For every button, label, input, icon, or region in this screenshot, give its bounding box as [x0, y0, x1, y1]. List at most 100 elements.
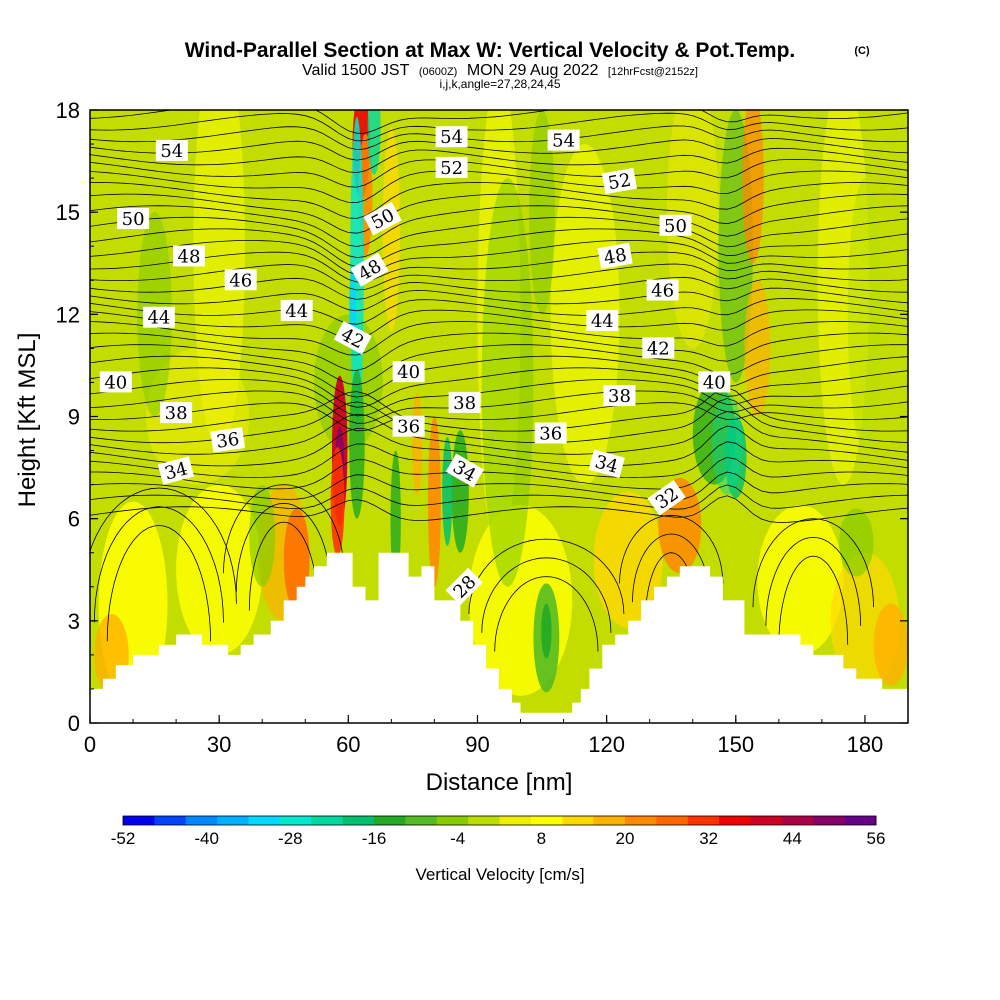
colorbar-swatch — [217, 816, 249, 825]
contour-label-box — [588, 449, 625, 479]
theta-contour-line — [90, 170, 908, 204]
velocity-cell — [427, 416, 441, 587]
contour-label-text: 40 — [397, 362, 420, 383]
contour-label-box — [117, 208, 150, 229]
theta-contour-line — [90, 471, 908, 501]
contour-label: 50 — [659, 214, 692, 237]
colorbar-frame — [122, 815, 877, 826]
velocity-cell — [541, 603, 552, 659]
x-tick-label: 150 — [717, 732, 754, 757]
contour-label-text: 50 — [664, 216, 687, 237]
theta-contour-line — [90, 387, 908, 432]
velocity-cell — [757, 505, 844, 655]
contour-label-box — [160, 402, 193, 424]
contour-label: 52 — [435, 156, 468, 179]
contour-label: 42 — [642, 337, 675, 359]
velocity-cell — [367, 110, 381, 175]
colorbar-labels: -52 -40 -28 -16 -4 8 20 32 44 56 — [111, 829, 886, 848]
theta-contour-line — [778, 555, 849, 645]
contour-label-box — [601, 167, 637, 195]
theta-contour-line — [90, 147, 908, 174]
contour-label-box — [435, 156, 468, 178]
contour-label: 40 — [99, 371, 132, 393]
colorbar-tick-label: -52 — [111, 829, 136, 848]
theta-contour-line — [90, 456, 908, 490]
theta-contour-line — [90, 390, 908, 424]
velocity-cell — [666, 110, 719, 349]
x-tick-label: 0 — [84, 732, 96, 757]
theta-contour-line — [90, 425, 908, 467]
contour-label-text: 52 — [440, 158, 463, 179]
contour-label: 48 — [597, 242, 633, 270]
theta-contour-line — [90, 495, 908, 523]
contour-label-text: 48 — [602, 245, 628, 270]
contour-label-text: 36 — [539, 424, 562, 445]
contour-label-text: 46 — [229, 270, 252, 291]
valid-time: Valid 1500 JST — [302, 62, 410, 79]
theta-contour-line — [90, 182, 908, 219]
contour-label-box — [445, 567, 483, 606]
chart-title: Wind-Parallel Section at Max W: Vertical… — [185, 39, 796, 62]
colorbar-swatch — [436, 816, 469, 825]
colorbar-swatch — [813, 816, 846, 825]
theta-contour-line — [90, 410, 908, 455]
theta-contour-line — [90, 355, 908, 398]
contour-label: 46 — [224, 269, 257, 291]
theta-contour-line — [90, 251, 908, 283]
colorbar-swatch — [656, 816, 689, 825]
y-tick-label: 9 — [68, 405, 80, 430]
velocity-cell — [529, 110, 555, 315]
x-tick-label: 60 — [336, 732, 360, 757]
x-tick-label: 120 — [588, 732, 625, 757]
y-axis-title: Height [Kft MSL] — [14, 333, 41, 508]
contour-label-box — [99, 371, 132, 393]
contour-label-text: 38 — [453, 393, 476, 414]
contour-label: 38 — [160, 402, 193, 424]
theta-contour-line — [90, 110, 908, 134]
contour-label-text: 36 — [215, 429, 241, 453]
y-tick-label: 12 — [56, 302, 80, 327]
contour-label: 52 — [601, 167, 637, 195]
contour-label-text: 46 — [651, 281, 674, 302]
colorbar-tick-label: 56 — [867, 829, 886, 848]
colorbar-swatch — [405, 816, 438, 825]
theta-contour-line — [90, 367, 908, 408]
colorbar — [122, 815, 877, 826]
theta-contour-line — [90, 158, 908, 188]
contour-label: 54 — [155, 139, 188, 162]
theta-contour-line — [90, 332, 908, 371]
contour-label-box — [350, 252, 389, 287]
colorbar-swatch — [530, 816, 563, 825]
contour-label: 36 — [210, 427, 246, 453]
theta-contour-line — [90, 441, 908, 478]
colorbar-tick-label: 8 — [537, 829, 546, 848]
forecast-info: [12hrFcst@2152z] — [608, 66, 698, 78]
contour-label: 40 — [392, 361, 425, 383]
contour-label-box — [448, 391, 481, 413]
colorbar-swatch — [342, 816, 375, 825]
colorbar-swatch — [593, 816, 626, 825]
theta-contour-line — [90, 298, 908, 325]
theta-contour-line — [90, 138, 908, 161]
contour-label-box — [642, 337, 675, 359]
theta-contour-line — [90, 228, 908, 268]
contour-label: 54 — [435, 126, 468, 148]
contour-label-box — [659, 214, 692, 236]
colorbar-swatch — [123, 816, 155, 825]
velocity-cell — [847, 178, 883, 451]
velocity-cell — [283, 508, 310, 611]
colorbar-swatch — [279, 816, 312, 825]
grid-index-info: i,j,k,angle=27,28,24,45 — [439, 77, 560, 91]
y-tick-label: 6 — [68, 507, 80, 532]
contour-label: 50 — [117, 208, 150, 230]
theta-contour-line — [90, 484, 908, 510]
theta-contour-line — [93, 506, 224, 623]
colorbar-tick-label: -4 — [450, 829, 465, 848]
contour-label-box — [155, 139, 188, 161]
theta-contour-line — [90, 239, 908, 276]
theta-contour-line — [752, 518, 874, 608]
theta-contour-line — [106, 525, 211, 642]
